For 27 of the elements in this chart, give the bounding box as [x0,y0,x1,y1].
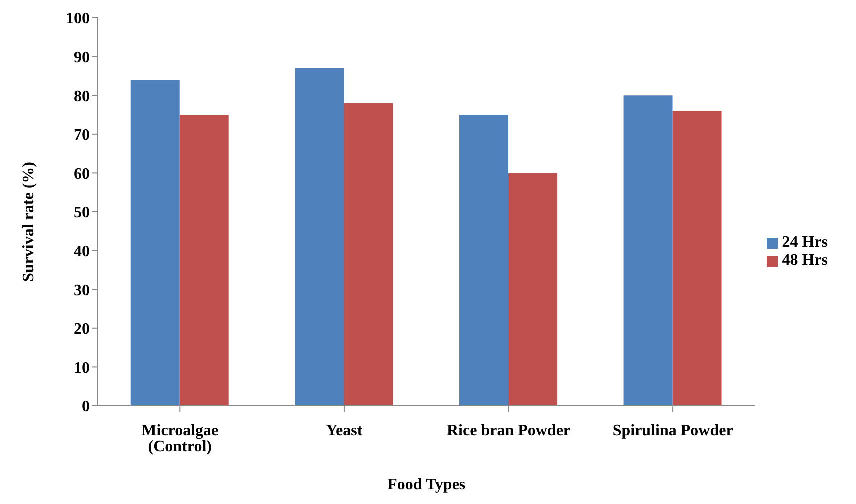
y-tick-label: 50 [74,204,90,222]
y-tick-label: 0 [82,398,90,416]
y-tick-label: 90 [74,49,90,66]
y-axis-title: Survival rate (%) [20,162,38,282]
y-tick-label: 60 [74,166,90,183]
bar [180,115,229,406]
bar [130,80,180,406]
bar [672,111,722,406]
bar [344,103,394,406]
legend-label: 48 Hrs [782,252,828,269]
y-tick-label: 80 [74,88,90,106]
x-tick-label: Rice bran Powder [446,422,571,440]
y-tick-label: 20 [74,321,90,338]
y-tick-label: 70 [74,127,90,144]
y-tick-label: 40 [74,243,90,260]
bar [295,68,344,406]
y-tick-label: 100 [66,10,90,28]
y-tick-label: 10 [74,360,90,377]
bar [624,96,673,406]
x-tick-label: Yeast [326,422,364,440]
x-axis-title: Food Types [388,476,466,494]
bar [508,173,558,406]
legend-label: 24 Hrs [782,234,828,251]
y-tick-label: 30 [74,282,90,300]
bar [459,115,508,406]
x-tick-label: Spirulina Powder [612,422,734,440]
x-tick-label: Microalgae (Control) [142,422,219,456]
